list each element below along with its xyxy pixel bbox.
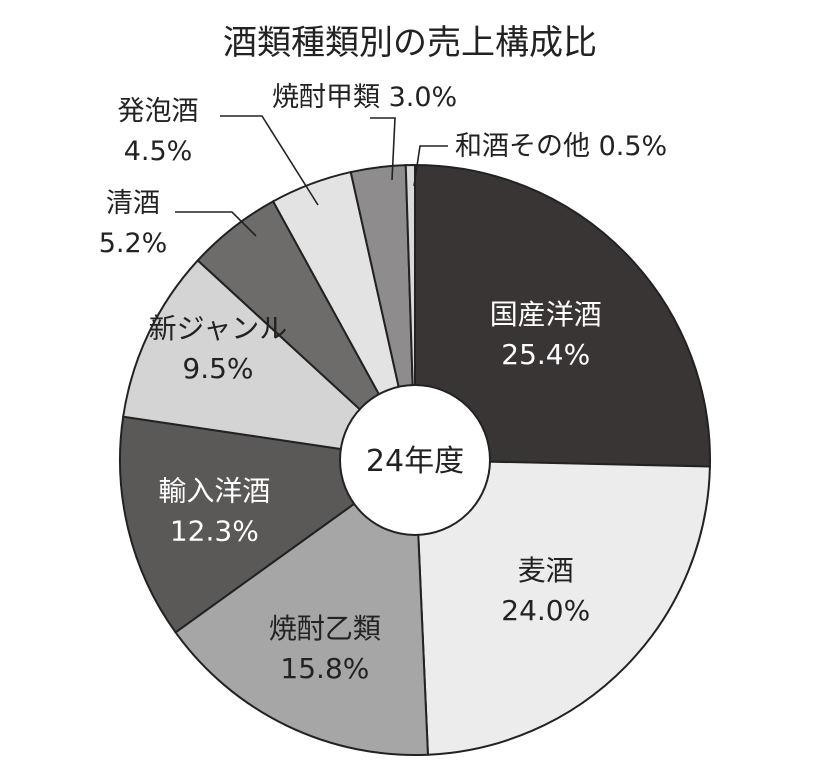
leader-line (175, 211, 257, 237)
pie-slice-0 (414, 163, 711, 468)
slice-name-label: 新ジャンル (149, 312, 288, 345)
slice-value-label: 15.8% (280, 652, 369, 685)
center-hole (339, 384, 491, 536)
slice-name-label: 焼酎乙類 (269, 612, 381, 645)
slice-value-label: 24.0% (501, 594, 590, 627)
slice-value-label: 25.4% (501, 338, 590, 371)
slice-value-label: 12.3% (170, 515, 259, 548)
slice-name-value-label: 和酒その他 0.5% (455, 131, 667, 162)
leader-line (413, 145, 448, 187)
pie-slice-1 (413, 458, 711, 756)
pie-slices (119, 163, 711, 756)
leader-line (370, 117, 396, 181)
slice-labels: 国産洋酒 25.4% 麦酒 24.0% 焼酎乙類 15.8% 輸入洋酒 12.3% 新ジャンル 9… (99, 82, 667, 685)
slice-value-label: 9.5% (182, 352, 253, 385)
slice-value-label: 4.5% (124, 136, 193, 167)
leader-lines (175, 115, 448, 237)
slice-name-label: 麦酒 (518, 554, 574, 587)
pie-slice-2 (174, 458, 429, 756)
slice-name-value-label: 焼酎甲類 3.0% (272, 82, 457, 113)
slice-name-label: 清酒 (106, 188, 160, 219)
chart-title: 酒類種類別の売上構成比 (223, 23, 597, 63)
center-label: 24年度 (366, 444, 464, 479)
pie-slice-4 (122, 259, 419, 462)
leader-line (220, 115, 319, 206)
slice-value-label: 5.2% (99, 228, 168, 259)
slice-name-label: 輸入洋酒 (158, 475, 270, 508)
slice-name-label: 国産洋酒 (490, 298, 602, 331)
slice-name-label: 発泡酒 (118, 96, 199, 127)
